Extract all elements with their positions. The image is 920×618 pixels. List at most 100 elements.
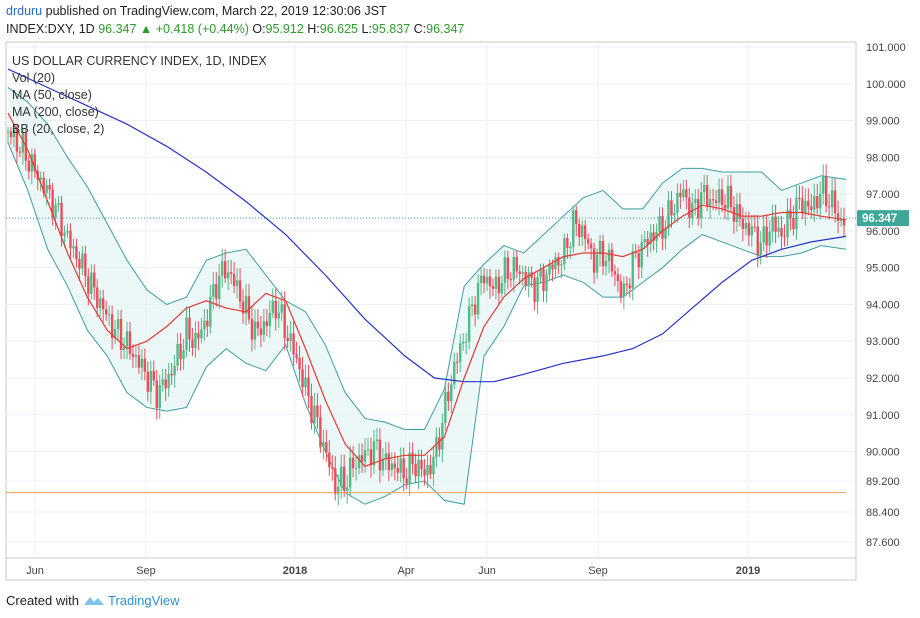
legend-item-bb[interactable]: BB (20, close, 2) (12, 122, 105, 136)
candle-body (649, 232, 652, 245)
candle-body (780, 227, 783, 237)
candle-body (194, 332, 197, 348)
y-tick-label: 90.000 (866, 447, 900, 459)
tradingview-link[interactable]: TradingView (108, 593, 180, 608)
candle-body (155, 380, 158, 409)
legend-item-vol[interactable]: Vol (20) (12, 71, 56, 85)
candle-body (66, 230, 69, 233)
y-tick-label: 95.000 (866, 263, 900, 275)
candle-body (583, 225, 587, 240)
candle-body (268, 312, 272, 326)
candle-body (229, 272, 233, 274)
candle-body (744, 222, 748, 229)
candle-body (619, 281, 623, 297)
candle-body (688, 197, 691, 218)
candle-body (158, 385, 161, 409)
candle-body (637, 253, 640, 268)
candle-body (313, 405, 316, 423)
candle-body (277, 312, 280, 319)
candle-body (494, 276, 498, 289)
candle-body (503, 257, 507, 283)
candle-body (515, 257, 518, 272)
candle-body (113, 329, 117, 339)
candle-body (682, 189, 685, 197)
candle-body (405, 478, 408, 484)
candle-body (735, 204, 739, 222)
candle-body (93, 272, 96, 288)
y-tick-label: 97.000 (866, 189, 900, 201)
candle-body (69, 230, 72, 249)
candle-body (824, 176, 828, 207)
candle-body (842, 220, 846, 226)
candle-body (595, 254, 599, 273)
symbol-text: INDEX:DXY, 1D (6, 22, 95, 36)
candle-body (438, 437, 441, 450)
candle-body (723, 205, 727, 209)
y-tick-label: 89.200 (866, 476, 900, 488)
candle-body (334, 468, 337, 494)
candle-body (161, 379, 164, 386)
candle-body (417, 459, 420, 477)
candle-body (563, 238, 566, 265)
author-name[interactable]: drduru (6, 4, 43, 18)
candle-body (554, 257, 557, 270)
open-label: O: (252, 22, 266, 36)
candle-body (506, 257, 510, 280)
candle-body (357, 455, 361, 469)
candle-body (420, 459, 423, 470)
candle-body (622, 283, 626, 297)
candle-body (497, 276, 501, 294)
publish-text: published on TradingView.com, March 22, … (45, 4, 387, 18)
candle-body (42, 177, 45, 193)
candle-body (253, 321, 257, 340)
candle-body (247, 296, 251, 320)
candle-body (717, 189, 721, 203)
candle-body (750, 226, 753, 236)
candle-body (625, 283, 629, 286)
x-tick-label: Sep (588, 565, 608, 577)
candle-body (613, 271, 617, 275)
candle-body (423, 469, 426, 476)
last-price-tag-text: 96.347 (862, 213, 897, 225)
low-label: L: (361, 22, 372, 36)
candle-body (670, 200, 673, 216)
candle-body (839, 220, 843, 222)
legend-title: US DOLLAR CURRENCY INDEX, 1D, INDEX (12, 54, 267, 68)
candle-body (283, 304, 286, 338)
candle-body (354, 468, 358, 470)
candle-body (530, 272, 533, 279)
candle-body (509, 279, 512, 281)
candle-body (102, 298, 105, 310)
candle-body (119, 319, 123, 351)
candle-body (795, 197, 798, 230)
candle-body (33, 154, 36, 171)
symbol-info: INDEX:DXY, 1D 96.347 ▲ +0.418 (+0.44%) O… (6, 22, 464, 36)
y-tick-label: 92.000 (866, 373, 900, 385)
candle-body (628, 285, 632, 289)
candle-body (21, 133, 25, 153)
candle-body (72, 246, 75, 249)
candle-body (572, 210, 575, 247)
candle-body (12, 129, 16, 138)
last-price-tag: 96.347 (857, 210, 909, 227)
candle-body (215, 284, 218, 299)
candle-body (512, 257, 515, 280)
ma50-line (7, 112, 847, 468)
legend-item-ma50[interactable]: MA (50, close) (12, 88, 92, 102)
candle-body (676, 192, 679, 213)
candle-body (387, 453, 391, 471)
candles (6, 124, 846, 506)
candle-body (456, 361, 459, 363)
candle-body (786, 210, 789, 238)
candle-body (792, 217, 795, 230)
candle-body (96, 287, 99, 308)
legend-item-ma200[interactable]: MA (200, close) (12, 105, 99, 119)
candle-body (271, 300, 274, 313)
change-text: 96.347 ▲ +0.418 (+0.44%) (98, 22, 249, 36)
candle-body (539, 269, 542, 278)
candle-body (414, 463, 417, 477)
chart-legend: US DOLLAR CURRENCY INDEX, 1D, INDEX Vol … (12, 53, 267, 138)
candle-body (212, 284, 215, 297)
candle-body (384, 453, 388, 460)
